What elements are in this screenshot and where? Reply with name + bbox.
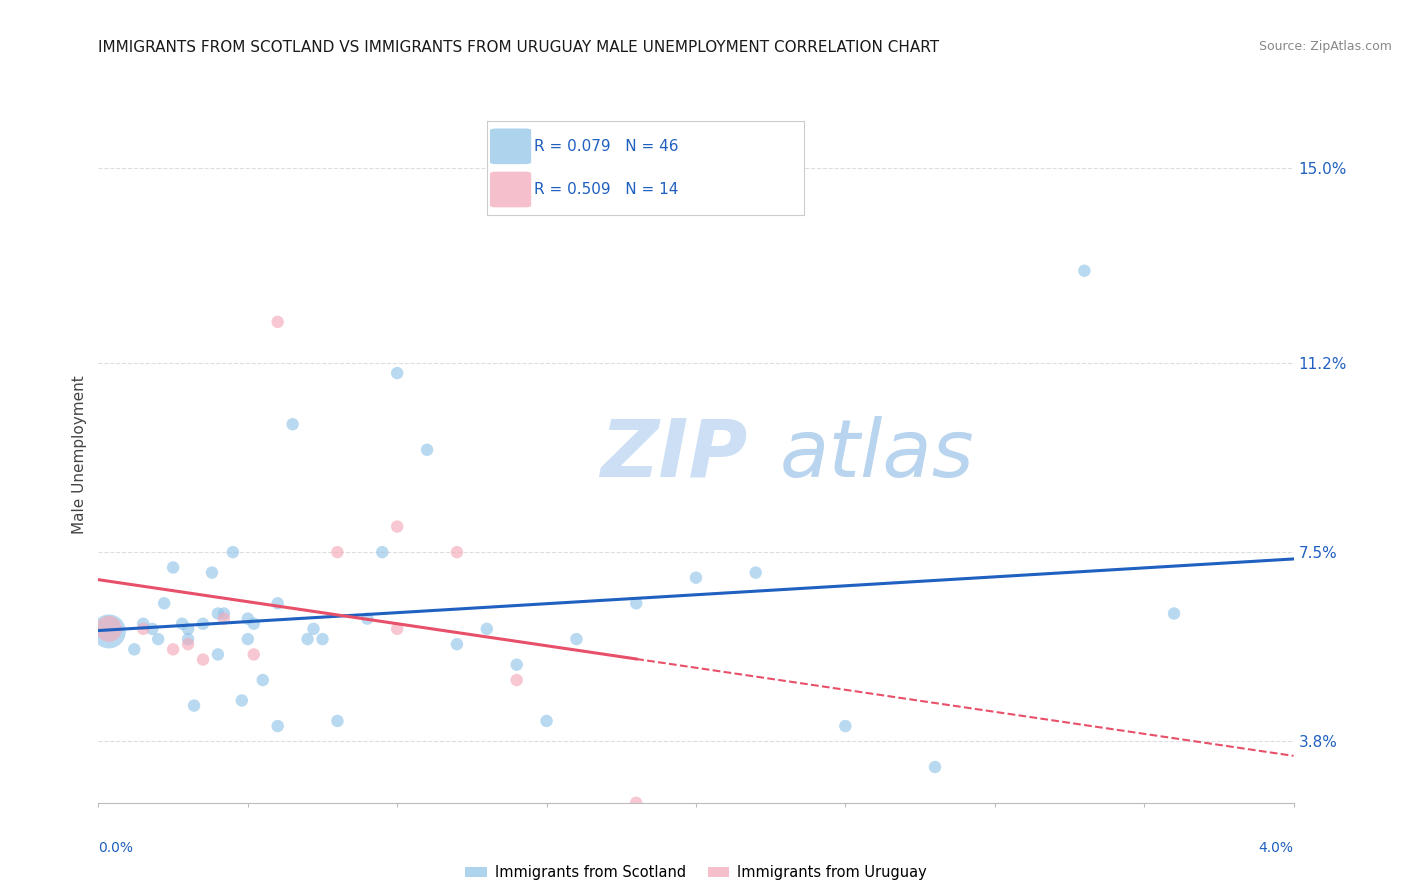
Point [231, 693, 253, 707]
Point [207, 648, 229, 662]
Point [132, 616, 155, 631]
Point [236, 632, 259, 646]
Point [124, 642, 146, 657]
Point [536, 714, 558, 728]
Point [924, 760, 946, 774]
Point [191, 616, 214, 631]
Point [506, 673, 529, 687]
Point [148, 632, 170, 646]
Point [243, 648, 266, 662]
Point [326, 545, 349, 559]
Point [97, 622, 120, 636]
Point [172, 616, 194, 631]
Point [183, 698, 205, 713]
Point [446, 637, 468, 651]
Point [243, 616, 266, 631]
Point [141, 622, 163, 636]
Point [97, 624, 120, 639]
Text: atlas: atlas [779, 416, 974, 494]
Point [475, 622, 498, 636]
Point [236, 612, 259, 626]
Point [385, 622, 409, 636]
Point [212, 612, 235, 626]
Point [446, 545, 468, 559]
Point [311, 632, 333, 646]
Point [626, 596, 648, 610]
Point [834, 719, 856, 733]
Point [153, 596, 176, 610]
Point [371, 545, 394, 559]
Point [385, 366, 409, 380]
Text: Source: ZipAtlas.com: Source: ZipAtlas.com [1258, 40, 1392, 54]
Text: 0.0%: 0.0% [98, 841, 134, 855]
Text: IMMIGRANTS FROM SCOTLAND VS IMMIGRANTS FROM URUGUAY MALE UNEMPLOYMENT CORRELATIO: IMMIGRANTS FROM SCOTLAND VS IMMIGRANTS F… [98, 40, 939, 55]
Point [267, 596, 290, 610]
Point [281, 417, 304, 432]
Point [626, 796, 648, 810]
Point [162, 560, 184, 574]
Point [565, 632, 588, 646]
Point [177, 632, 200, 646]
Point [356, 612, 378, 626]
Point [201, 566, 224, 580]
Point [1163, 607, 1185, 621]
Point [506, 657, 529, 672]
Point [207, 607, 229, 621]
Point [177, 622, 200, 636]
Point [191, 652, 214, 666]
Point [326, 714, 349, 728]
Point [1073, 264, 1095, 278]
Point [385, 519, 409, 533]
Point [416, 442, 439, 457]
Point [745, 566, 768, 580]
Text: ZIP: ZIP [600, 416, 748, 494]
Point [162, 642, 184, 657]
Point [212, 607, 235, 621]
Point [177, 637, 200, 651]
Y-axis label: Male Unemployment: Male Unemployment [72, 376, 87, 534]
Point [267, 315, 290, 329]
Point [685, 571, 707, 585]
Point [297, 632, 319, 646]
Point [302, 622, 325, 636]
Point [267, 719, 290, 733]
Legend: Immigrants from Scotland, Immigrants from Uruguay: Immigrants from Scotland, Immigrants fro… [460, 859, 932, 886]
Point [222, 545, 245, 559]
Point [252, 673, 274, 687]
Point [132, 622, 155, 636]
Text: 4.0%: 4.0% [1258, 841, 1294, 855]
